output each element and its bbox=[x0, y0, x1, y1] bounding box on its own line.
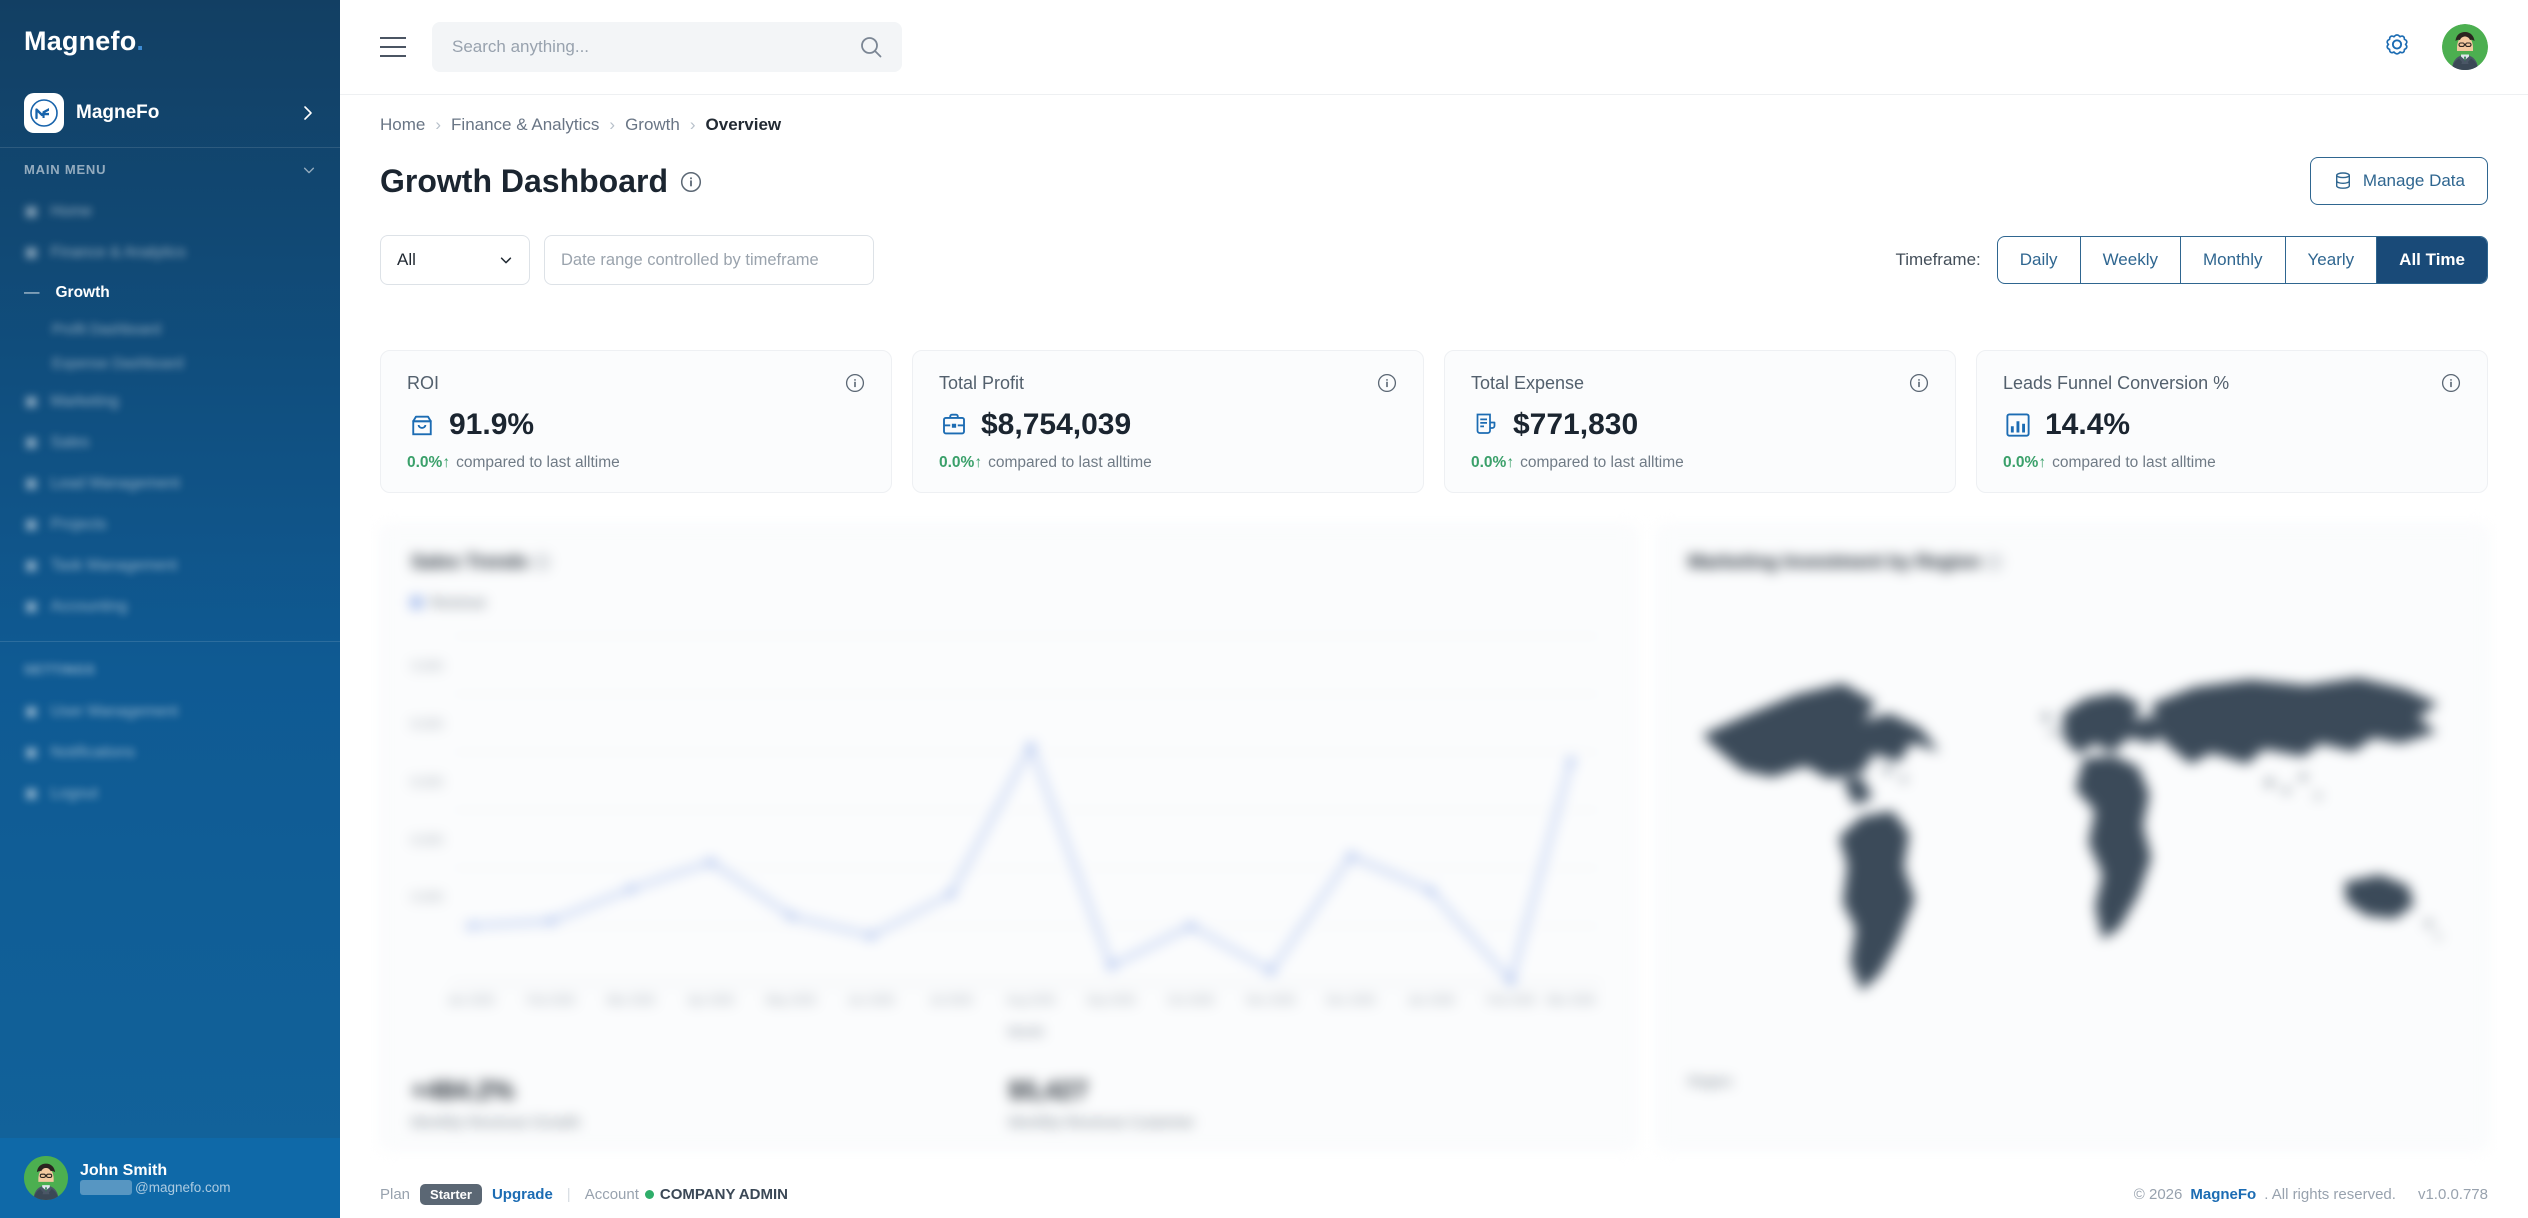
svg-text:Sep 2025: Sep 2025 bbox=[1086, 995, 1135, 1007]
svg-text:Feb 2025: Feb 2025 bbox=[527, 995, 576, 1007]
svg-text:$40,000: $40,000 bbox=[411, 890, 443, 904]
svg-text:$80,000: $80,000 bbox=[411, 775, 443, 789]
svg-text:$100,000: $100,000 bbox=[411, 717, 443, 731]
svg-text:$120,000: $120,000 bbox=[411, 659, 443, 673]
svg-text:May 2025: May 2025 bbox=[766, 995, 817, 1007]
svg-text:Mar 2026: Mar 2026 bbox=[1547, 995, 1596, 1007]
svg-text:Jun 2025: Jun 2025 bbox=[847, 995, 894, 1007]
svg-text:Dec 2025: Dec 2025 bbox=[1326, 995, 1375, 1007]
svg-text:Jan 2026: Jan 2026 bbox=[1407, 995, 1454, 1007]
svg-text:Nov 2025: Nov 2025 bbox=[1246, 995, 1295, 1007]
svg-text:Jan 2025: Jan 2025 bbox=[447, 995, 494, 1007]
svg-text:Aug 2025: Aug 2025 bbox=[1006, 995, 1055, 1007]
svg-text:Feb 2026: Feb 2026 bbox=[1487, 995, 1536, 1007]
svg-text:Jul 2025: Jul 2025 bbox=[929, 995, 972, 1007]
svg-text:Apr 2025: Apr 2025 bbox=[688, 995, 735, 1007]
svg-text:Mar 2025: Mar 2025 bbox=[607, 995, 656, 1007]
svg-text:Month: Month bbox=[1008, 1024, 1044, 1039]
svg-text:$60,000: $60,000 bbox=[411, 833, 443, 847]
svg-text:Oct 2025: Oct 2025 bbox=[1168, 995, 1215, 1007]
